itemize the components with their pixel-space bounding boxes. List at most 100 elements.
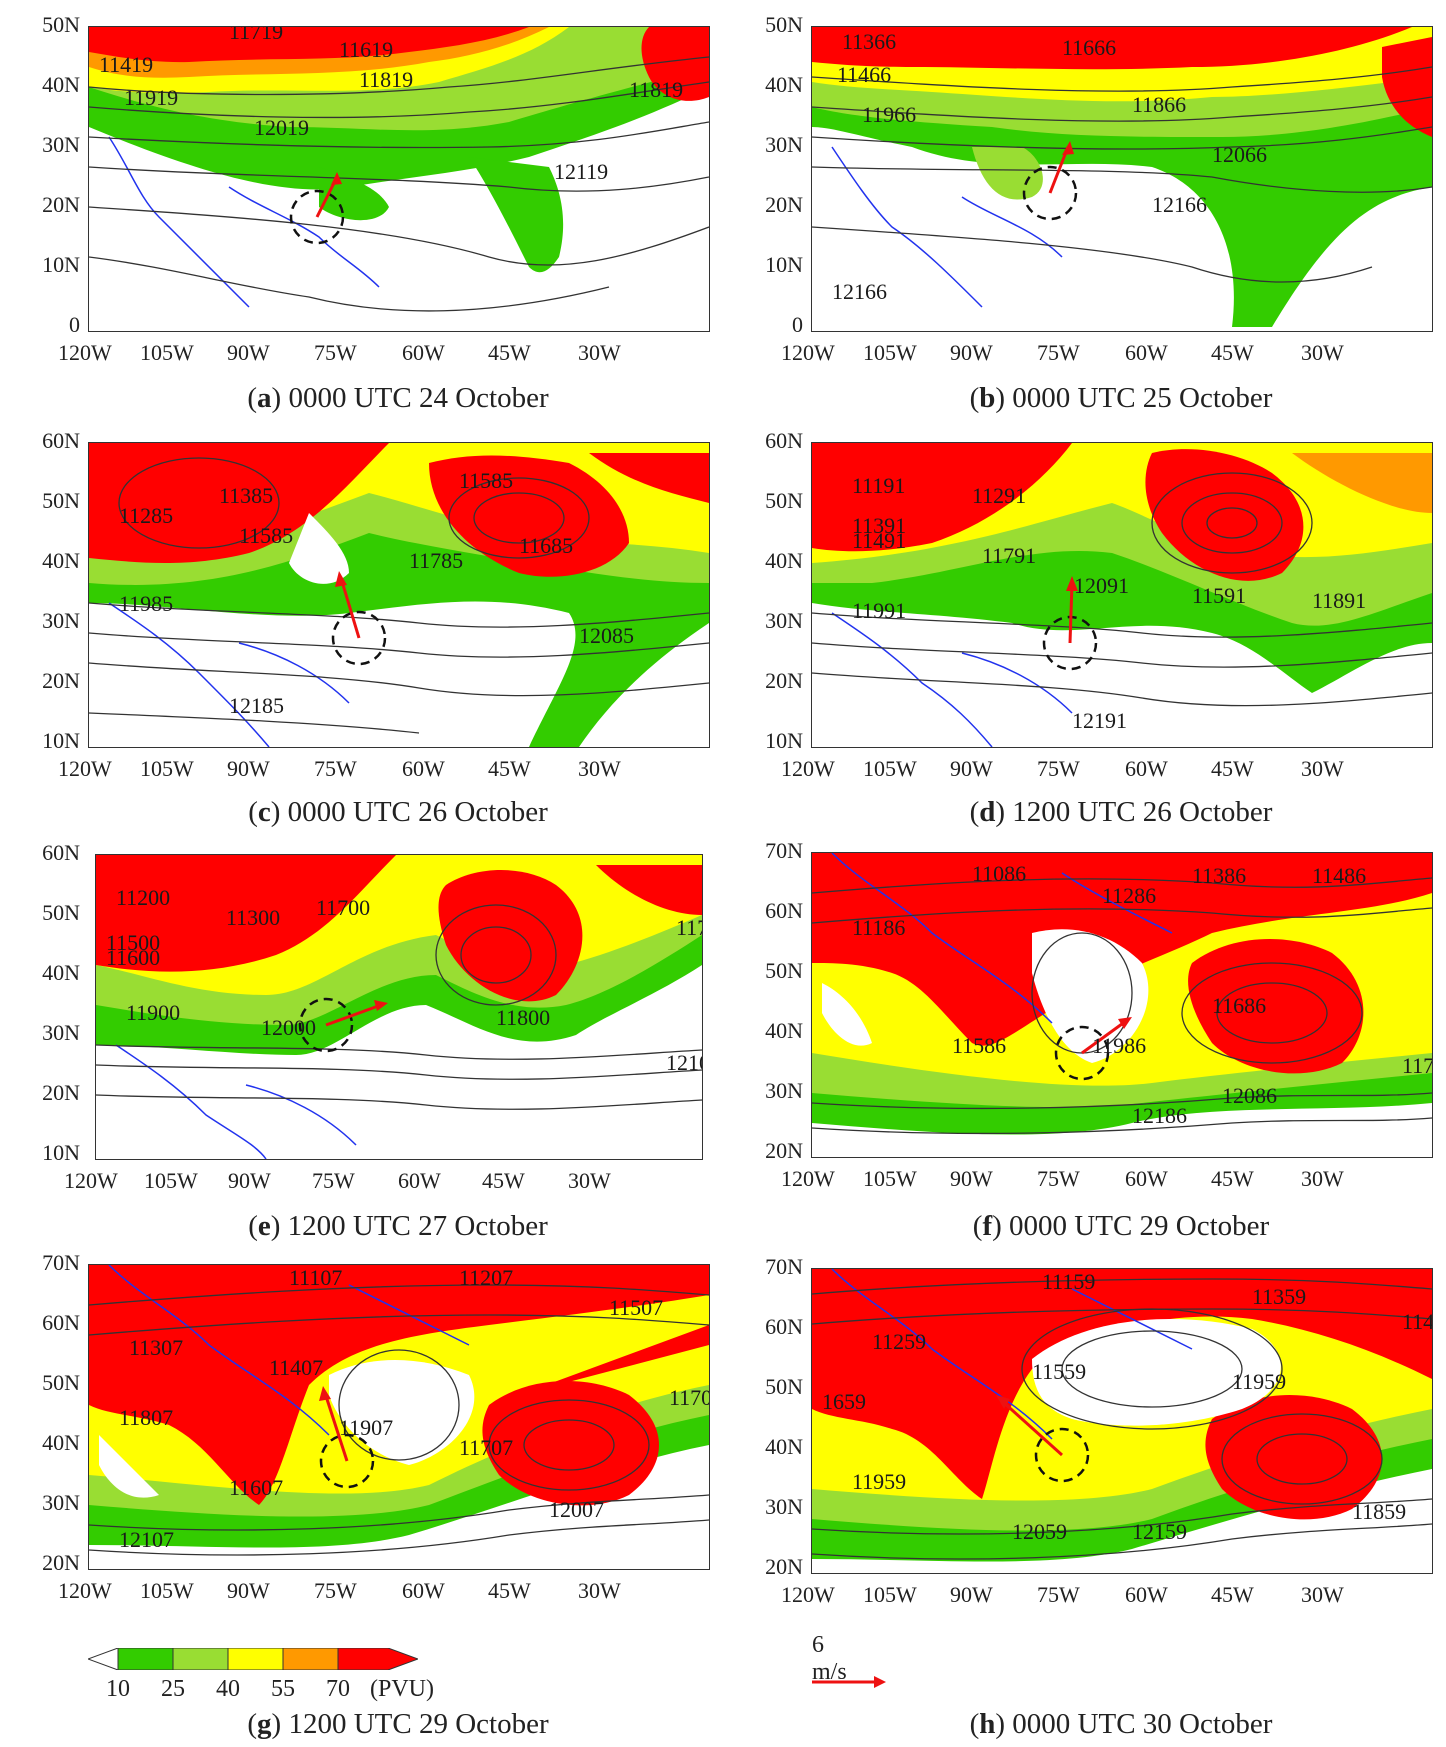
xtick: 105W (863, 1582, 917, 1607)
ytick: 30N (765, 132, 803, 157)
xtick: 30W (578, 1578, 621, 1603)
contour-label: 11407 (269, 1355, 323, 1380)
colorbar-tick: 70 (326, 1676, 350, 1702)
xtick: 120W (58, 340, 112, 365)
ytick: 20N (765, 668, 803, 693)
contour-label: 11707 (669, 1385, 709, 1410)
contour-label: 12185 (229, 693, 284, 718)
contour-label: 11291 (972, 483, 1026, 508)
xtick: 120W (781, 756, 835, 781)
contour-label: 11907 (339, 1415, 393, 1440)
xtick: 60W (1125, 1582, 1168, 1607)
xtick: 60W (402, 756, 445, 781)
contour-label: 12107 (119, 1527, 174, 1552)
xtick: 90W (227, 756, 270, 781)
contour-label: 11386 (1192, 863, 1246, 888)
ytick: 30N (765, 608, 803, 633)
contour-label: 11591 (1192, 583, 1246, 608)
contour-label: 11959 (1232, 1369, 1286, 1394)
ytick: 40N (765, 72, 803, 97)
ytick: 60N (765, 428, 803, 453)
contour-label: 11207 (459, 1265, 513, 1290)
xtick: 75W (314, 340, 357, 365)
contour-label: 11559 (1032, 1359, 1086, 1384)
contour-label: 11500 (106, 930, 160, 955)
contour-label: 11191 (852, 473, 905, 498)
colorbar-tick: 25 (161, 1676, 185, 1702)
pv-colorbar-scale (86, 1647, 420, 1671)
ytick: 30N (42, 1490, 80, 1515)
map-f: 11086 11286 11386 11486 11186 11586 1168… (811, 852, 1433, 1158)
ytick: 20N (42, 1550, 80, 1575)
contour-label: 11900 (126, 1000, 180, 1025)
ytick: 50N (765, 12, 803, 37)
ytick: 30N (42, 608, 80, 633)
contour-label: 11819 (629, 77, 683, 102)
xtick: 60W (398, 1168, 441, 1193)
xtick: 90W (950, 340, 993, 365)
xtick: 30W (578, 340, 621, 365)
contour-label: 11707 (459, 1435, 513, 1460)
colorbar-tick: 10 (106, 1676, 130, 1702)
ytick: 20N (42, 668, 80, 693)
contour-label: 1178 (1402, 1053, 1432, 1078)
contour-label: 11807 (119, 1405, 173, 1430)
caption-f: (f) 0000 UTC 29 October (972, 1210, 1270, 1242)
xtick: 60W (1125, 340, 1168, 365)
contour-label: 11800 (496, 1005, 550, 1030)
contour-label: 12085 (579, 623, 634, 648)
contour-label: 12007 (549, 1497, 604, 1522)
contour-label: 11385 (219, 483, 273, 508)
contour-label: 11200 (116, 885, 170, 910)
xtick: 90W (950, 1166, 993, 1191)
contour-label: 11791 (982, 543, 1036, 568)
ytick: 50N (42, 488, 80, 513)
xtick: 90W (228, 1168, 271, 1193)
contour-label: 11819 (359, 67, 413, 92)
xtick: 105W (863, 340, 917, 365)
xtick: 30W (568, 1168, 611, 1193)
map-a: 11419 11719 11619 11819 11919 12019 1211… (88, 26, 710, 332)
xtick: 30W (578, 756, 621, 781)
xtick: 120W (58, 756, 112, 781)
xtick: 90W (227, 340, 270, 365)
xtick: 90W (227, 1578, 270, 1603)
contour-label: 11159 (1042, 1269, 1095, 1294)
contour-label: 11686 (1212, 993, 1266, 1018)
xtick: 45W (488, 1578, 531, 1603)
contour-label: 12059 (1012, 1519, 1067, 1544)
caption-g: (g) 1200 UTC 29 October (247, 1708, 549, 1740)
contour-label: 11391 (852, 513, 906, 538)
contour-label: 12186 (1132, 1103, 1187, 1128)
xtick: 45W (482, 1168, 525, 1193)
ytick: 50N (42, 1370, 80, 1395)
xtick: 90W (950, 1582, 993, 1607)
ytick: 10N (42, 252, 80, 277)
caption-c: (c) 0000 UTC 26 October (248, 796, 548, 828)
contour-label: 1210 (666, 1050, 702, 1075)
contour-label: 11585 (239, 523, 293, 548)
contour-label: 11986 (1092, 1033, 1146, 1058)
xtick: 90W (950, 756, 993, 781)
xtick: 45W (488, 756, 531, 781)
contour-label: 12066 (1212, 142, 1267, 167)
pv-colorbar: 10 25 40 55 70 (PVU) (86, 1647, 434, 1702)
contour-label: 11486 (1312, 863, 1366, 888)
xtick: 105W (140, 340, 194, 365)
contour-label: 11366 (842, 29, 896, 54)
xtick: 60W (1125, 1166, 1168, 1191)
ytick: 70N (765, 1254, 803, 1279)
contour-label: 11419 (99, 52, 153, 77)
ytick: 60N (765, 898, 803, 923)
xtick: 75W (1037, 1166, 1080, 1191)
ytick: 20N (765, 192, 803, 217)
contour-label: 12086 (1222, 1083, 1277, 1108)
contour-label: 11619 (339, 37, 393, 62)
contour-label: 1145 (1402, 1309, 1432, 1334)
contour-label: 1659 (822, 1389, 866, 1414)
contour-label: 11666 (1062, 35, 1116, 60)
map-c: 11285 11385 11585 11585 11685 11785 1198… (88, 442, 710, 748)
ytick: 60N (765, 1314, 803, 1339)
ytick: 40N (765, 548, 803, 573)
map-a-graphic: 11419 11719 11619 11819 11919 12019 1211… (89, 27, 709, 312)
